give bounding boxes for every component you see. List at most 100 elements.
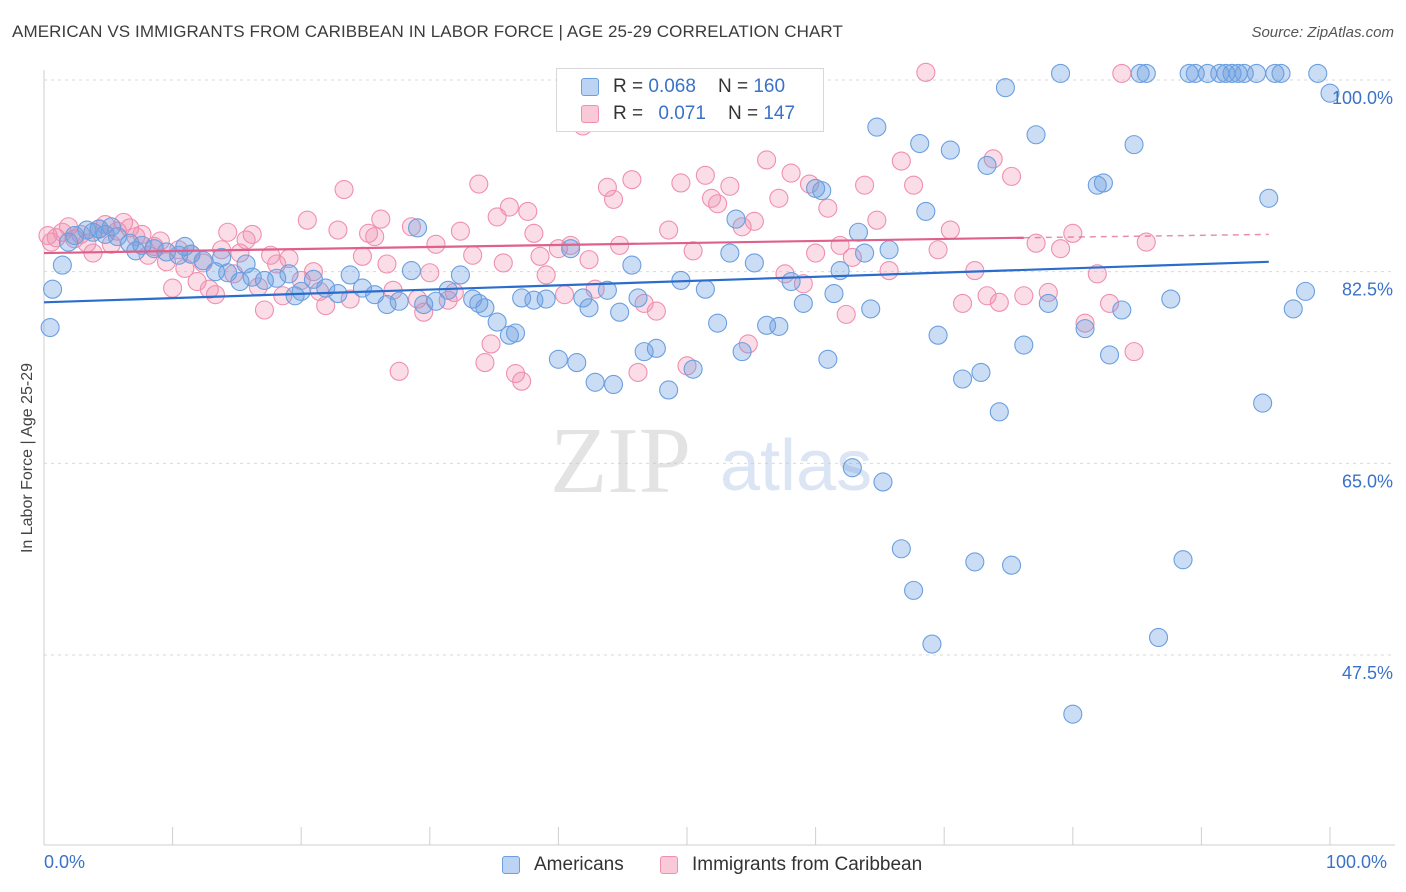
caribbean-point xyxy=(187,271,207,292)
american-point xyxy=(824,284,844,304)
american-point xyxy=(107,227,128,247)
legend-item-caribbean: Immigrants from Caribbean xyxy=(660,852,922,878)
caribbean-point xyxy=(297,210,317,230)
caribbean-point xyxy=(352,246,372,266)
american-point xyxy=(842,458,862,478)
caribbean-point xyxy=(1014,286,1034,306)
american-point xyxy=(720,243,740,263)
american-point xyxy=(695,279,715,299)
caribbean-point xyxy=(916,62,936,82)
caribbean-point xyxy=(720,176,740,196)
caribbean-point xyxy=(683,241,703,261)
caribbean-point xyxy=(328,220,348,240)
american-point xyxy=(659,380,679,400)
caribbean-point xyxy=(597,177,617,197)
caribbean-point xyxy=(1075,313,1095,333)
caribbean-point xyxy=(940,220,960,240)
americans-swatch xyxy=(581,78,599,96)
caribbean-point xyxy=(603,189,624,209)
american-point xyxy=(873,472,893,492)
american-point xyxy=(1136,63,1156,83)
american-point xyxy=(793,293,813,313)
american-point xyxy=(230,271,250,292)
american-point xyxy=(89,219,109,239)
caribbean-point xyxy=(769,188,789,208)
american-point xyxy=(95,224,115,244)
n-value-americans: 160 xyxy=(753,76,786,97)
american-point xyxy=(585,372,605,392)
caribbean-point xyxy=(1136,232,1156,252)
american-point xyxy=(254,270,275,290)
caribbean-point xyxy=(303,262,323,282)
caribbean-point xyxy=(420,263,440,283)
american-point xyxy=(401,261,421,281)
american-point xyxy=(512,288,532,308)
tick-labels: 100.0% 82.5% 65.0% 47.5% xyxy=(1332,88,1393,683)
caribbean-point xyxy=(836,304,856,324)
caribbean-point xyxy=(793,274,813,294)
caribbean-point xyxy=(953,293,973,313)
caribbean-point xyxy=(818,198,838,218)
american-point xyxy=(922,634,942,654)
caribbean-point xyxy=(646,301,666,321)
american-point xyxy=(916,201,936,221)
r-value-americans: 0.068 xyxy=(648,76,696,97)
caribbean-point xyxy=(450,221,470,241)
american-point xyxy=(291,281,311,301)
american-point xyxy=(1283,299,1303,319)
caribbean-point xyxy=(377,254,397,274)
caribbean-point xyxy=(708,194,728,214)
caribbean-point xyxy=(695,165,715,185)
american-point xyxy=(1099,345,1120,365)
caribbean-point xyxy=(1099,293,1120,313)
caribbean-point xyxy=(414,302,434,322)
american-point xyxy=(634,342,654,362)
american-point xyxy=(812,181,832,201)
caribbean-point xyxy=(634,293,654,313)
caribbean-point xyxy=(205,285,226,305)
american-point xyxy=(340,265,360,285)
american-point xyxy=(965,552,985,572)
american-point xyxy=(1246,63,1267,83)
american-point xyxy=(267,268,287,288)
watermark: ZIP atlas xyxy=(550,409,872,513)
caribbean-point xyxy=(891,151,911,171)
caribbean-point xyxy=(622,170,642,190)
american-point xyxy=(426,291,446,311)
american-point xyxy=(610,302,630,322)
n-value-caribbean: 147 xyxy=(763,103,796,124)
correlation-legend: R = 0.068 N = 160 R = 0.071 N = 147 xyxy=(556,68,824,132)
american-point xyxy=(1259,188,1279,208)
american-point xyxy=(1308,63,1328,83)
caribbean-point xyxy=(1002,166,1022,186)
american-point xyxy=(744,253,764,273)
american-point xyxy=(475,298,495,318)
caribbean-point xyxy=(1051,239,1071,259)
american-point xyxy=(861,299,881,319)
x-tick-label-max: 100.0% xyxy=(1326,852,1388,872)
american-point xyxy=(953,369,973,389)
caribbean-point xyxy=(579,250,599,270)
caribbean-point xyxy=(855,175,875,195)
american-point xyxy=(726,209,746,229)
american-point xyxy=(408,218,428,238)
caribbean-point xyxy=(163,278,183,298)
caribbean-point xyxy=(156,252,177,272)
american-point xyxy=(977,155,997,175)
caribbean-point xyxy=(677,356,697,376)
american-point xyxy=(1161,289,1181,309)
american-point xyxy=(438,280,458,300)
caribbean-point xyxy=(114,212,134,232)
caribbean-legend-swatch xyxy=(660,856,678,874)
caribbean-point xyxy=(254,300,275,320)
caribbean-point xyxy=(438,290,458,310)
american-point xyxy=(904,580,924,600)
chart-title: AMERICAN VS IMMIGRANTS FROM CARIBBEAN IN… xyxy=(12,22,843,41)
caribbean-point xyxy=(1087,264,1107,284)
american-point xyxy=(579,298,599,318)
caribbean-point xyxy=(904,175,924,195)
american-point xyxy=(561,239,581,259)
american-point xyxy=(101,217,121,237)
caribbean-swatch xyxy=(581,105,599,123)
caribbean-point xyxy=(1112,63,1132,83)
